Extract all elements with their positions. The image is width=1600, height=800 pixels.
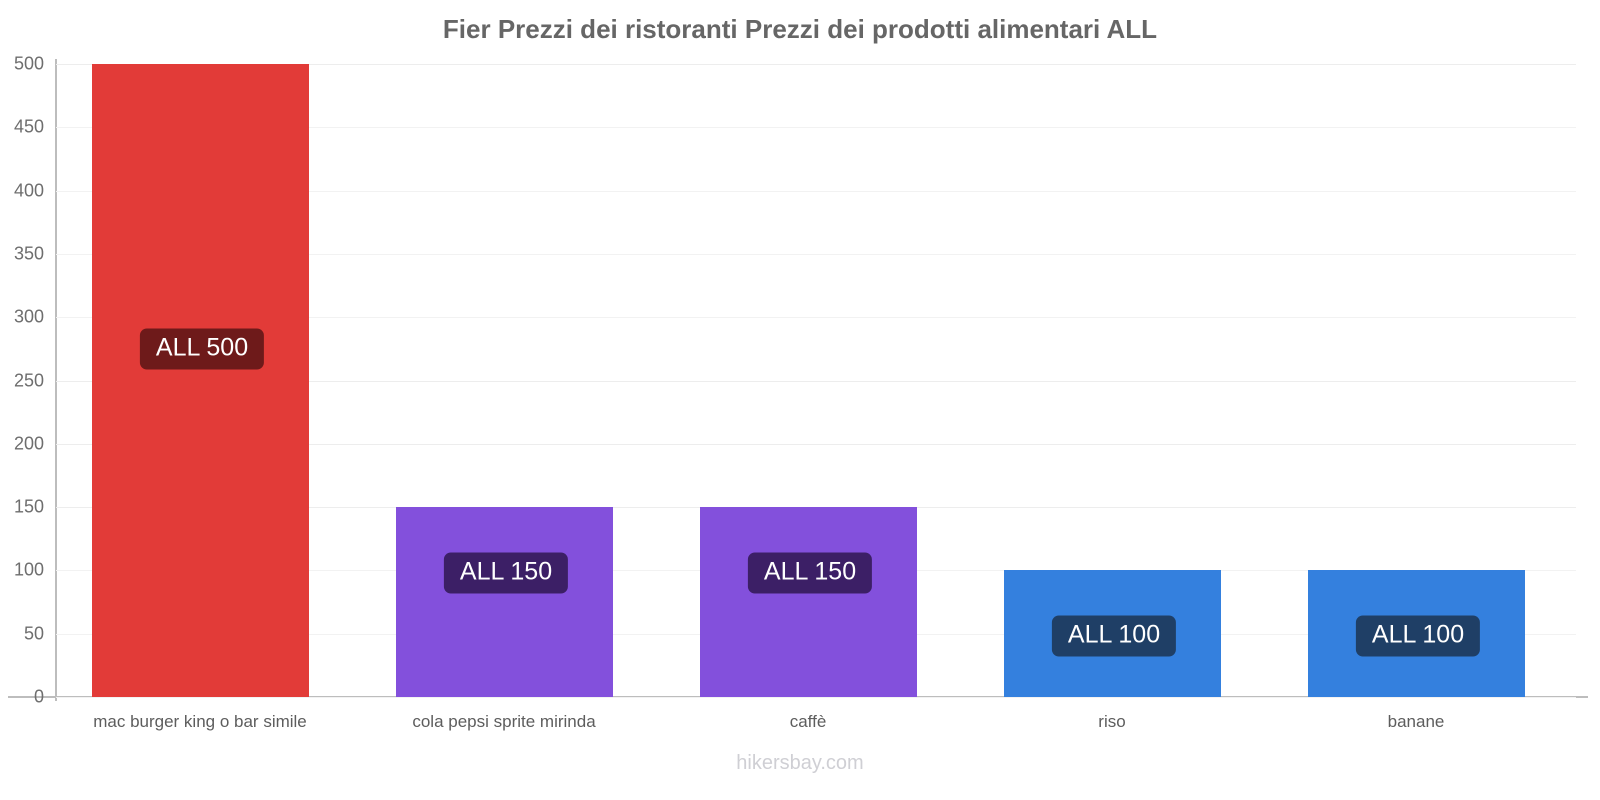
bar[interactable] — [91, 64, 309, 697]
y-axis-tick-label: 100 — [13, 559, 44, 580]
gridline — [56, 127, 1576, 129]
watermark: hikersbay.com — [736, 752, 864, 774]
y-axis-tick-label: 150 — [13, 496, 44, 517]
x-axis-tick-label: riso — [1098, 712, 1126, 731]
y-axis-tick-label: 300 — [13, 306, 44, 327]
gridline — [56, 697, 1576, 698]
bar-value-label: ALL 500 — [139, 328, 265, 370]
gridline — [56, 317, 1576, 319]
y-axis-tick-label: 50 — [23, 623, 44, 644]
gridline — [56, 380, 1576, 382]
x-axis-tick-label: mac burger king o bar simile — [93, 712, 307, 731]
bar-value-label: ALL 100 — [1355, 615, 1481, 657]
x-axis-tick-label: cola pepsi sprite mirinda — [412, 712, 596, 731]
y-axis-tick-label: 250 — [13, 370, 44, 390]
y-axis-tick-label: 350 — [13, 243, 44, 264]
bar[interactable] — [699, 507, 917, 697]
y-axis-line — [55, 59, 57, 701]
gridline — [56, 64, 1576, 65]
y-axis-tick-label: 450 — [13, 116, 44, 137]
bar-value-label: ALL 150 — [747, 552, 873, 594]
x-axis-tick-label: banane — [1387, 712, 1445, 731]
gridline — [56, 443, 1576, 445]
page-title: Fier Prezzi dei ristoranti Prezzi dei pr… — [442, 14, 1158, 44]
x-axis-tick-label: caffè — [789, 712, 827, 731]
y-axis-tick-label: 0 — [33, 686, 44, 707]
bar-value-label: ALL 150 — [443, 552, 569, 594]
y-axis-tick-label: 400 — [13, 180, 44, 201]
bar-value-label: ALL 100 — [1051, 615, 1177, 657]
bar[interactable] — [395, 507, 613, 697]
y-axis-tick-label: 500 — [13, 53, 44, 74]
gridline — [56, 253, 1576, 255]
gridline — [56, 190, 1576, 192]
plot-area: ALL 500 ALL 150 ALL 150 ALL 100 ALL 100 — [56, 64, 1576, 698]
y-axis-tick-label: 200 — [13, 433, 44, 454]
